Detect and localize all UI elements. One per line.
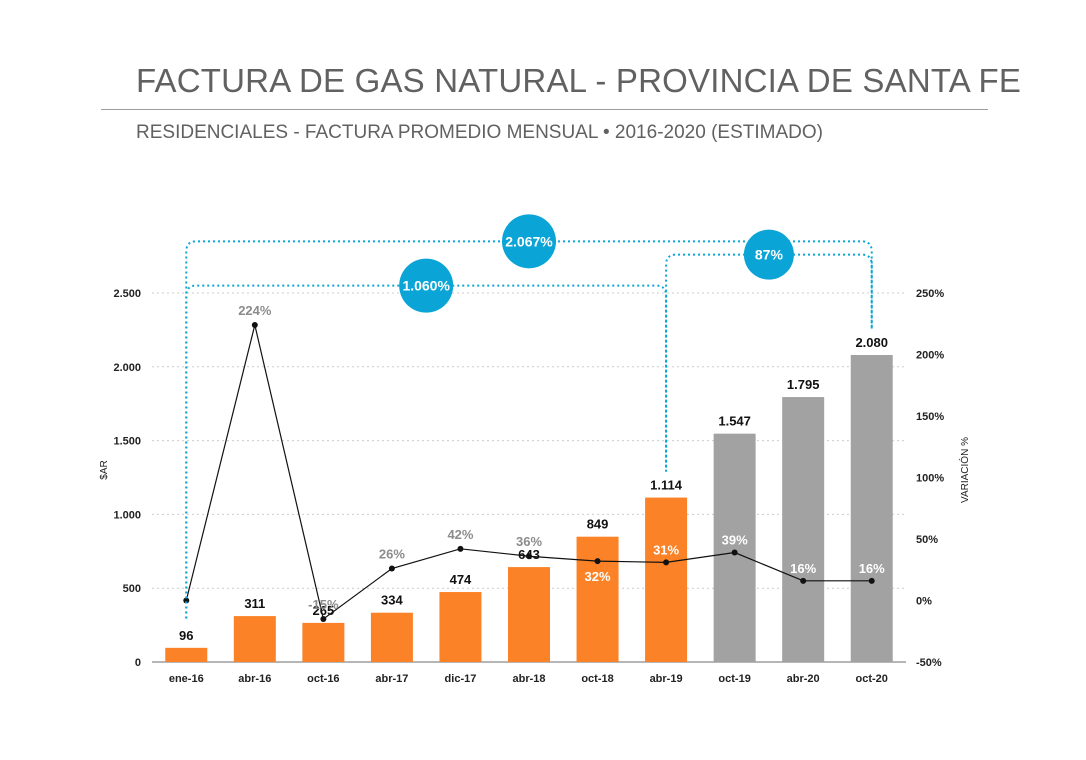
x-tick-label: oct-19 — [718, 673, 750, 685]
bar-value-label: 265 — [313, 603, 335, 618]
variation-label: 32% — [585, 569, 611, 584]
variation-label: 42% — [447, 527, 473, 542]
title-divider — [101, 109, 988, 110]
variation-point — [320, 615, 327, 622]
x-tick-label: abr-19 — [650, 673, 683, 685]
bar-abr-17 — [370, 612, 413, 662]
y-tick-label: 1.500 — [113, 436, 141, 448]
variation-point — [251, 321, 258, 328]
y-right-tick-label: 200% — [916, 350, 944, 362]
annotation-bubble — [502, 214, 556, 269]
variation-point — [663, 559, 670, 566]
variation-point — [800, 577, 807, 584]
annotation-label: 87% — [755, 247, 784, 263]
variation-label: 224% — [238, 303, 272, 318]
y-right-tick-label: 100% — [916, 473, 944, 485]
variation-label: -15% — [308, 597, 339, 612]
y-tick-label: 1.000 — [113, 509, 141, 521]
bar-value-label: 311 — [244, 596, 265, 611]
bar-oct-18 — [576, 536, 619, 662]
x-tick-label: oct-16 — [307, 673, 339, 685]
bar-value-label: 334 — [381, 593, 403, 608]
y-tick-label: 500 — [123, 583, 141, 595]
x-tick-label: dic-17 — [445, 673, 477, 685]
variation-label: 36% — [516, 534, 542, 549]
x-tick-label: abr-18 — [512, 673, 545, 685]
chart-subtitle: RESIDENCIALES - FACTURA PROMEDIO MENSUAL… — [136, 122, 823, 143]
annotation-label: 1.060% — [402, 278, 450, 294]
x-tick-label: abr-20 — [787, 673, 820, 685]
variation-point — [526, 553, 532, 560]
y-axis-title: $AR — [99, 460, 110, 479]
y-right-axis-title: VARIACIÓN % — [958, 437, 971, 503]
bar-abr-20 — [782, 397, 825, 662]
x-tick-label: abr-17 — [375, 673, 408, 685]
annotation-bracket — [665, 253, 873, 472]
bar-abr-16 — [233, 616, 276, 662]
bar-ene-16 — [165, 647, 208, 662]
x-tick-label: ene-16 — [169, 673, 204, 685]
bar-value-label: 1.795 — [787, 377, 820, 392]
annotation-label: 2.067% — [505, 233, 553, 249]
bar-dic-17 — [439, 592, 482, 662]
y-right-tick-label: 0% — [916, 596, 932, 608]
bar-oct-20 — [850, 354, 893, 662]
y-right-tick-label: 50% — [916, 534, 938, 546]
y-tick-label: 2.500 — [113, 288, 141, 300]
y-right-tick-label: 250% — [916, 288, 944, 300]
variation-point — [594, 558, 601, 565]
bar-value-label: 474 — [450, 572, 472, 587]
variation-point — [183, 597, 190, 604]
annotation-bubble — [399, 258, 454, 313]
y-right-tick-label: -50% — [916, 657, 942, 669]
variation-label: 26% — [379, 547, 405, 562]
variation-label: 16% — [859, 561, 885, 576]
variation-point — [388, 565, 395, 572]
bar-value-label: 1.114 — [650, 478, 683, 493]
y-tick-label: 2.000 — [113, 362, 141, 374]
x-tick-label: abr-16 — [238, 673, 271, 685]
y-right-tick-label: 150% — [916, 411, 944, 423]
bar-oct-16 — [302, 622, 345, 662]
bar-abr-19 — [645, 497, 688, 662]
bar-abr-18 — [508, 567, 550, 662]
x-tick-label: oct-20 — [856, 673, 888, 685]
variation-label: 31% — [653, 542, 679, 557]
y-tick-label: 0 — [135, 657, 141, 669]
annotation-bracket — [185, 284, 668, 619]
variation-label: 39% — [722, 533, 748, 548]
bar-value-label: 96 — [179, 628, 193, 643]
chart-title: FACTURA DE GAS NATURAL - PROVINCIA DE SA… — [136, 62, 1022, 99]
variation-point — [731, 549, 738, 556]
variation-point — [868, 577, 875, 584]
variation-label: 16% — [790, 561, 816, 576]
bar-value-label: 1.547 — [718, 414, 751, 429]
variation-point — [457, 545, 464, 552]
bar-oct-19 — [713, 433, 756, 662]
bar-value-label: 849 — [587, 517, 609, 532]
annotation-bubble — [743, 229, 794, 280]
bar-value-label: 2.080 — [855, 335, 888, 350]
x-tick-label: oct-18 — [581, 673, 613, 685]
